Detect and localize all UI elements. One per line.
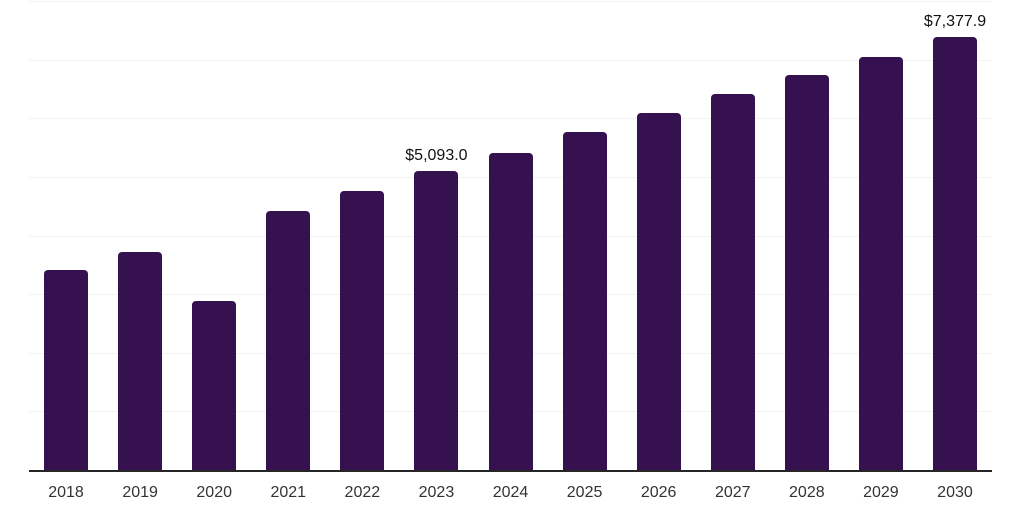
x-axis-tick-labels: 2018 2019 2020 2021 2022 2023 2024 2025 2026 2027… (29, 485, 992, 501)
bar-2028 (784, 74, 829, 470)
bar-value-label: $7,377.9 (923, 13, 987, 31)
x-tick-label-2026: 2026 (640, 484, 677, 501)
x-tick-label-2022: 2022 (344, 484, 381, 501)
bar-2029 (858, 56, 903, 470)
bar-column-2023: $5,093.0 (399, 1, 473, 470)
x-tick-label-2025: 2025 (566, 484, 603, 501)
bar-2026 (636, 112, 681, 470)
x-tick-label-2027: 2027 (714, 484, 751, 501)
bar-column-2020 (177, 1, 251, 470)
x-tick-label-2028: 2028 (789, 484, 825, 501)
bar-column-2021 (251, 1, 325, 470)
bars-container: $5,093.0 $7,377.9 (29, 1, 992, 470)
bar-value-label: $5,093.0 (405, 147, 468, 165)
bar-column-2026 (622, 1, 696, 470)
bar-2019 (118, 251, 163, 470)
bar-2027 (710, 94, 755, 470)
x-tick-label-2020: 2020 (196, 484, 232, 501)
bar-column-2024 (473, 1, 547, 470)
bar-column-2025 (548, 1, 622, 470)
plot-area: $5,093.0 $7,377.9 (29, 1, 992, 470)
bar-column-2019 (103, 1, 177, 470)
bar-2020 (192, 301, 237, 470)
gridline (29, 1, 992, 2)
x-tick-label-2029: 2029 (863, 484, 899, 501)
bar-2030 (932, 37, 977, 470)
x-tick-label-2030: 2030 (937, 484, 973, 501)
bar-2025 (562, 131, 607, 470)
bar-column-2028 (770, 1, 844, 470)
x-tick-label-2023: 2023 (418, 484, 455, 501)
x-axis-line (29, 470, 992, 472)
x-tick-label-2019: 2019 (122, 484, 158, 501)
gridline (29, 118, 992, 120)
bar-2023 (414, 171, 459, 470)
bar-2021 (266, 210, 311, 470)
x-tick-label-2021: 2021 (270, 484, 307, 501)
bar-column-2022 (325, 1, 399, 470)
gridline (29, 59, 992, 61)
bar-2022 (340, 190, 385, 470)
bar-column-2018 (29, 1, 103, 470)
bar-column-2029 (844, 1, 918, 470)
bar-2018 (44, 270, 89, 470)
bar-column-2027 (696, 1, 770, 470)
bar-2024 (488, 152, 533, 470)
bar-column-2030: $7,377.9 (918, 1, 992, 470)
x-tick-label-2024: 2024 (492, 484, 529, 501)
x-tick-label-2018: 2018 (48, 484, 84, 501)
